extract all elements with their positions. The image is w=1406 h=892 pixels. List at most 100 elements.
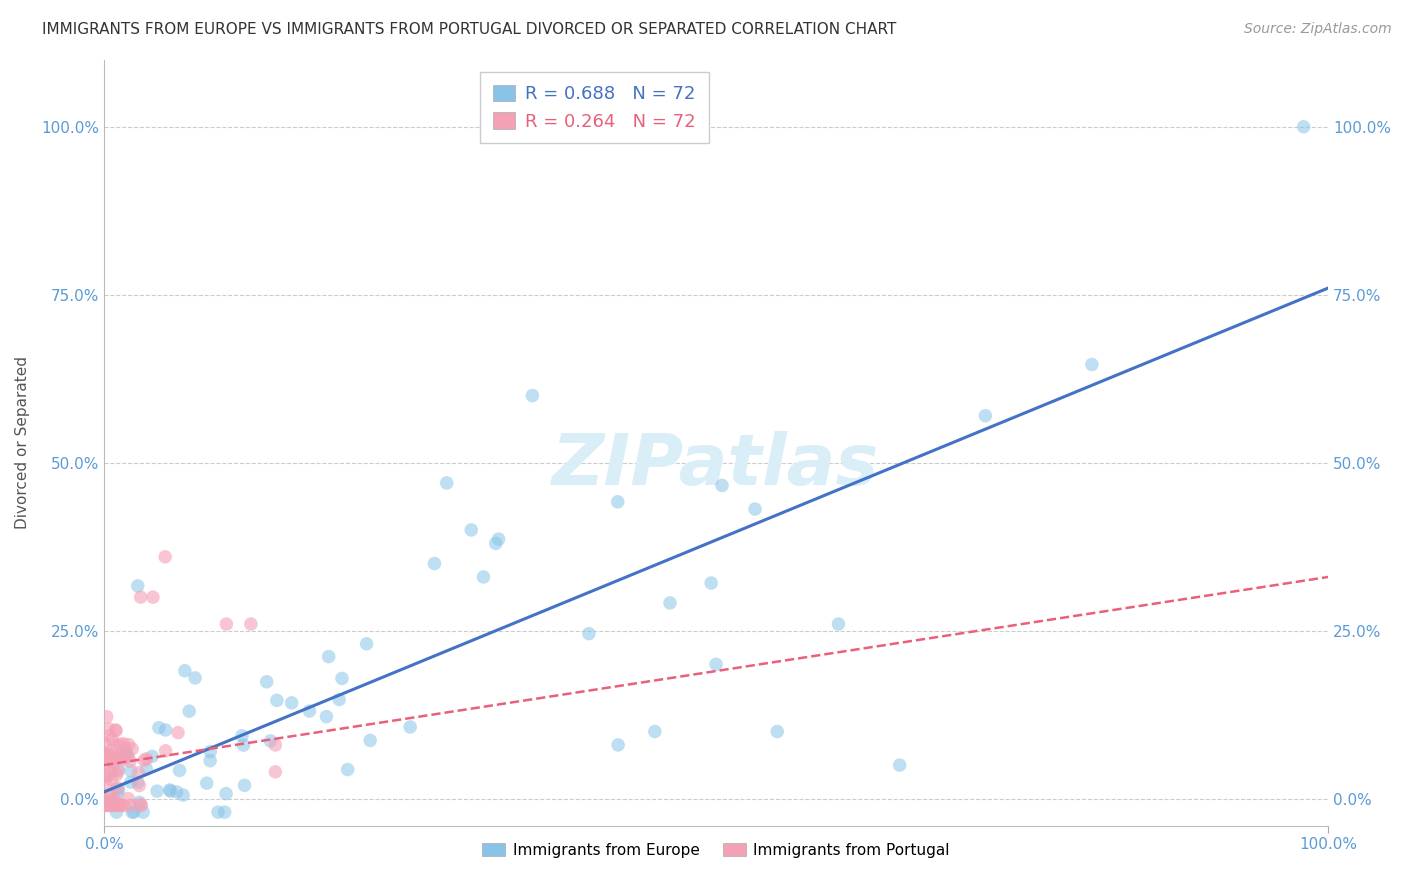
Point [578, 626, 600, 640]
Point [121, 742, 143, 756]
Point [100, 772, 122, 787]
Point [129, 797, 152, 812]
Point [98, 795, 121, 809]
Point [107, 786, 129, 800]
Point [423, 557, 446, 571]
Point [172, 788, 194, 802]
Point [104, 723, 127, 737]
Point [104, 798, 127, 813]
Point [195, 776, 218, 790]
Point [266, 693, 288, 707]
Point [155, 744, 177, 758]
Point [103, 751, 125, 765]
Point [112, 752, 135, 766]
Point [105, 768, 128, 782]
Point [101, 789, 124, 804]
Point [93, 747, 115, 762]
Point [107, 781, 129, 796]
Y-axis label: Divorced or Separated: Divorced or Separated [15, 356, 30, 529]
Point [100, 795, 122, 809]
Point [239, 617, 262, 632]
Point [108, 798, 131, 813]
Point [100, 764, 122, 779]
Point [889, 758, 911, 772]
Point [101, 794, 124, 808]
Point [129, 590, 152, 604]
Text: IMMIGRANTS FROM EUROPE VS IMMIGRANTS FROM PORTUGAL DIVORCED OR SEPARATED CORRELA: IMMIGRANTS FROM EUROPE VS IMMIGRANTS FRO… [42, 22, 897, 37]
Point [134, 753, 156, 767]
Text: Source: ZipAtlas.com: Source: ZipAtlas.com [1244, 22, 1392, 37]
Point [114, 741, 136, 756]
Point [607, 738, 630, 752]
Point [135, 752, 157, 766]
Point [148, 721, 170, 735]
Point [96, 709, 118, 723]
Point [107, 782, 129, 797]
Point [472, 570, 495, 584]
Point [264, 764, 287, 779]
Point [711, 478, 734, 492]
Point [96, 768, 118, 782]
Point [100, 798, 122, 813]
Point [318, 649, 340, 664]
Point [93, 798, 115, 813]
Point [128, 779, 150, 793]
Point [606, 495, 628, 509]
Point [233, 778, 256, 792]
Point [115, 747, 138, 762]
Point [159, 784, 181, 798]
Point [131, 798, 153, 813]
Point [1081, 358, 1104, 372]
Point [94, 752, 117, 766]
Point [198, 754, 221, 768]
Point [644, 724, 666, 739]
Point [128, 765, 150, 780]
Point [328, 692, 350, 706]
Point [522, 388, 544, 402]
Point [173, 664, 195, 678]
Point [103, 798, 125, 813]
Point [315, 709, 337, 723]
Point [112, 737, 135, 751]
Point [280, 696, 302, 710]
Point [110, 750, 132, 764]
Point [107, 764, 129, 779]
Point [98, 749, 121, 764]
Point [120, 764, 142, 778]
Point [118, 738, 141, 752]
Point [153, 549, 176, 564]
Point [159, 783, 181, 797]
Point [128, 795, 150, 809]
Point [142, 590, 165, 604]
Point [744, 502, 766, 516]
Point [399, 720, 422, 734]
Point [104, 723, 127, 738]
Point [214, 805, 236, 819]
Point [127, 579, 149, 593]
Point [107, 762, 129, 776]
Point [166, 785, 188, 799]
Point [232, 738, 254, 752]
Point [94, 777, 117, 791]
Point [460, 523, 482, 537]
Point [94, 798, 117, 813]
Point [488, 532, 510, 546]
Point [103, 757, 125, 772]
Point [974, 409, 997, 423]
Point [117, 749, 139, 764]
Point [704, 657, 727, 672]
Point [105, 751, 128, 765]
Point [146, 784, 169, 798]
Point [100, 743, 122, 757]
Text: ZIPatlas: ZIPatlas [553, 431, 880, 500]
Point [127, 775, 149, 789]
Point [298, 704, 321, 718]
Point [115, 747, 138, 761]
Point [231, 729, 253, 743]
Point [101, 732, 124, 747]
Point [98, 788, 121, 802]
Point [356, 637, 378, 651]
Point [700, 576, 723, 591]
Point [105, 805, 128, 819]
Point [122, 805, 145, 819]
